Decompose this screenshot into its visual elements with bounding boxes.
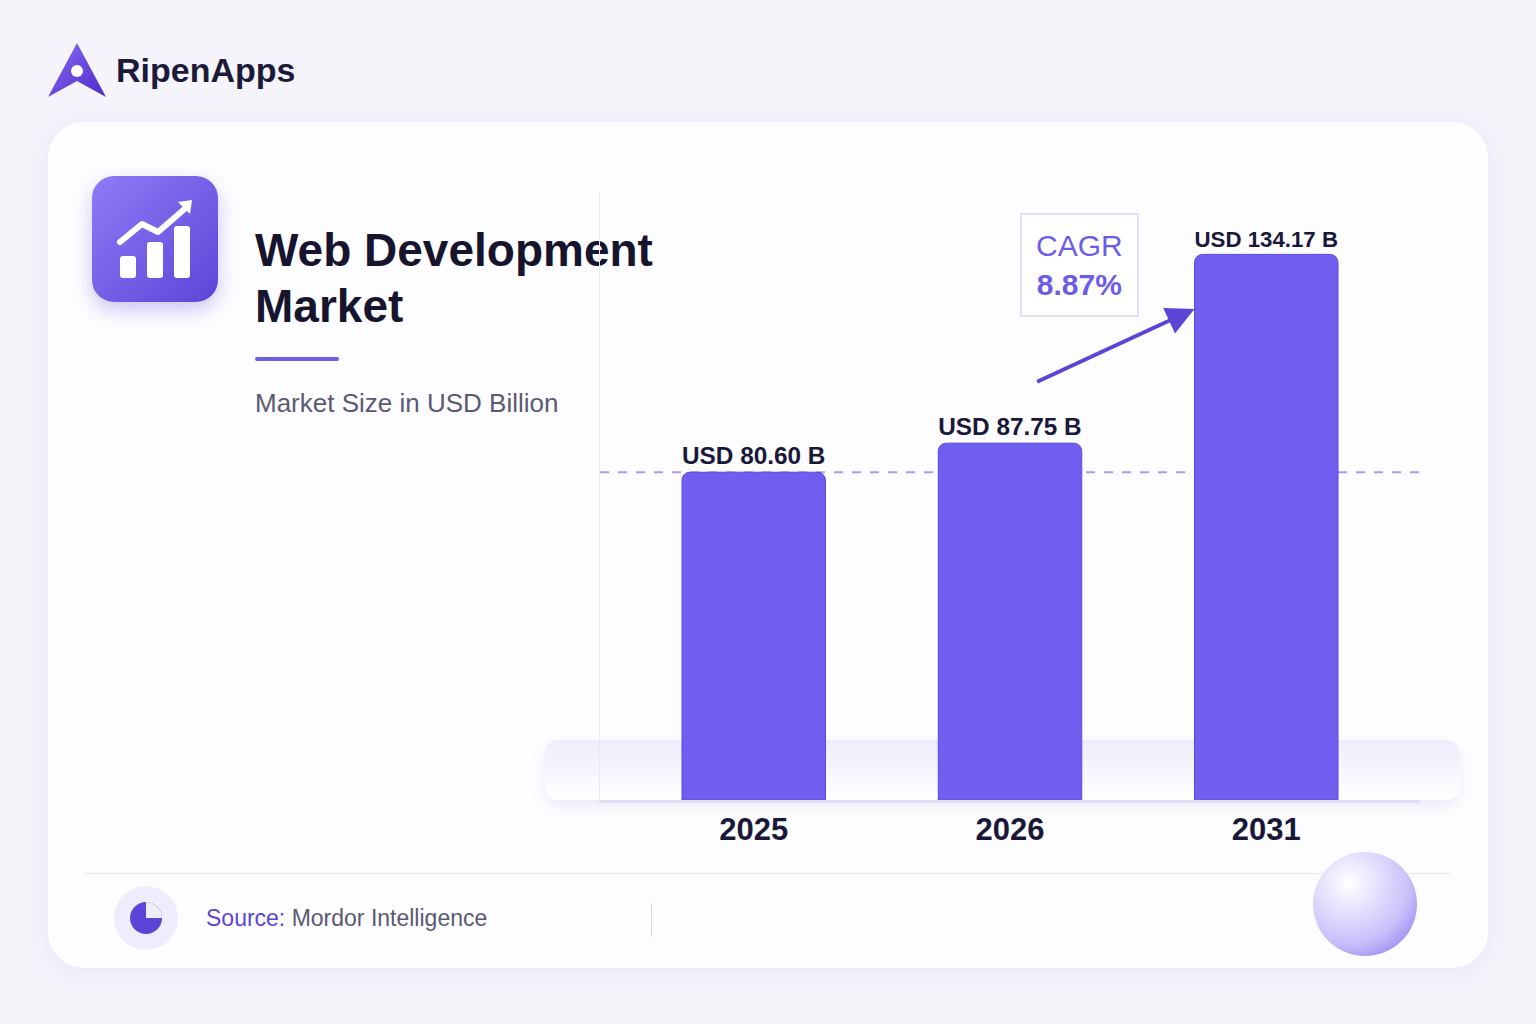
svg-text:USD 80.60 B: USD 80.60 B: [682, 442, 825, 469]
svg-text:USD 87.75 B: USD 87.75 B: [938, 413, 1081, 440]
svg-text:CAGR8.87%: CAGR8.87%: [1036, 229, 1123, 301]
svg-text:2026: 2026: [976, 812, 1045, 847]
svg-text:2025: 2025: [719, 812, 788, 847]
html-text:Web Development Market: Web Development Market: [255, 224, 653, 332]
html-text:Market Size in USD Billion: Market Size in USD Billion: [255, 388, 559, 418]
html-text:Source: Mordor Intelligence: Source: Mordor Intelligence: [206, 905, 488, 931]
html-text:RipenApps: RipenApps: [116, 50, 296, 89]
svg-text:USD 134.17 B: USD 134.17 B: [1195, 227, 1338, 252]
svg-text:2031: 2031: [1232, 812, 1301, 847]
